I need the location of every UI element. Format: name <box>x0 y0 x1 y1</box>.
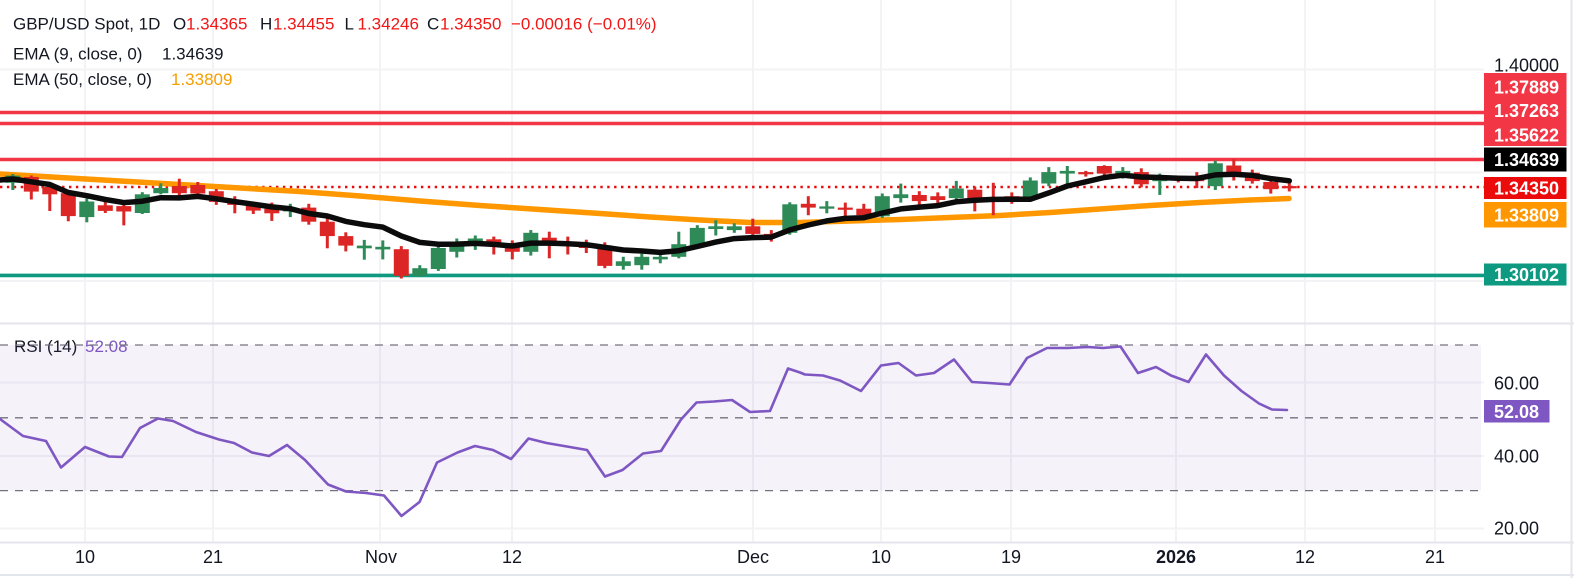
svg-text:1.37263: 1.37263 <box>1494 101 1559 121</box>
svg-text:2026: 2026 <box>1156 547 1196 567</box>
svg-text:EMA (50, close, 0): EMA (50, close, 0) <box>13 70 152 89</box>
svg-text:H: H <box>260 15 272 34</box>
svg-text:60.00: 60.00 <box>1494 374 1539 394</box>
svg-text:O: O <box>173 15 186 34</box>
svg-text:1.34365: 1.34365 <box>186 15 247 34</box>
svg-text:19: 19 <box>1001 547 1021 567</box>
svg-text:10: 10 <box>75 547 95 567</box>
svg-text:GBP/USD Spot, 1D: GBP/USD Spot, 1D <box>13 15 160 34</box>
svg-text:12: 12 <box>502 547 522 567</box>
svg-text:1.34246: 1.34246 <box>358 15 419 34</box>
svg-text:20.00: 20.00 <box>1494 519 1539 539</box>
svg-text:52.08: 52.08 <box>1494 402 1539 422</box>
svg-text:1.33809: 1.33809 <box>1494 205 1559 225</box>
svg-text:21: 21 <box>203 547 223 567</box>
svg-text:1.33809: 1.33809 <box>171 70 232 89</box>
svg-text:52.08: 52.08 <box>85 337 128 356</box>
svg-text:RSI (14): RSI (14) <box>14 337 77 356</box>
svg-text:1.40000: 1.40000 <box>1494 56 1559 76</box>
svg-text:1.37889: 1.37889 <box>1494 78 1559 98</box>
svg-text:10: 10 <box>871 547 891 567</box>
svg-text:40.00: 40.00 <box>1494 447 1539 467</box>
svg-text:1.34639: 1.34639 <box>1494 150 1559 170</box>
svg-text:12: 12 <box>1295 547 1315 567</box>
svg-text:L: L <box>345 15 354 34</box>
svg-text:−0.00016 (−0.01%): −0.00016 (−0.01%) <box>511 15 657 34</box>
svg-text:1.34350: 1.34350 <box>1494 179 1559 199</box>
svg-text:1.34350: 1.34350 <box>440 15 501 34</box>
svg-text:Nov: Nov <box>365 547 397 567</box>
svg-text:1.34455: 1.34455 <box>273 15 334 34</box>
svg-text:21: 21 <box>1425 547 1445 567</box>
svg-text:1.35622: 1.35622 <box>1494 125 1559 145</box>
svg-text:1.30102: 1.30102 <box>1494 265 1559 285</box>
svg-text:EMA (9, close, 0): EMA (9, close, 0) <box>13 44 142 63</box>
svg-text:Dec: Dec <box>737 547 769 567</box>
svg-text:C: C <box>427 15 439 34</box>
svg-text:1.34639: 1.34639 <box>162 44 223 63</box>
